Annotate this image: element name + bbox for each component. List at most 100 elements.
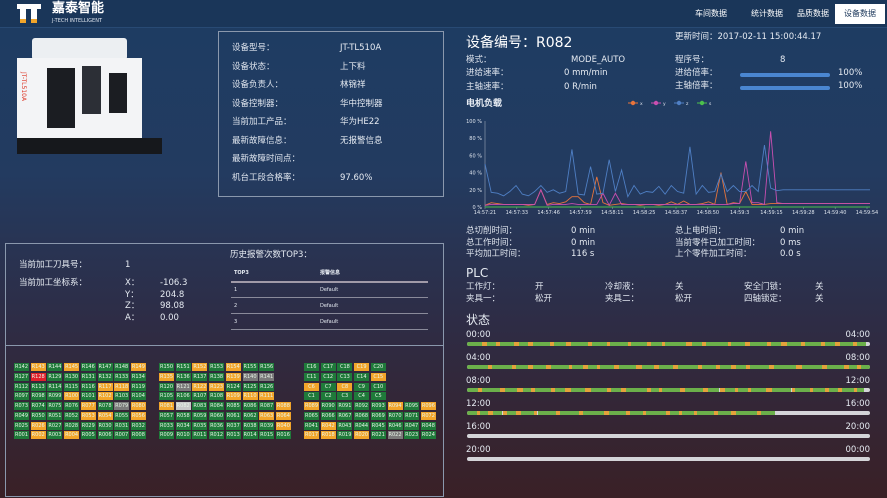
machine-cell[interactable]: R019 bbox=[337, 431, 353, 440]
machine-cell[interactable]: R099 bbox=[47, 392, 63, 401]
machine-cell[interactable]: R129 bbox=[47, 372, 63, 381]
machine-cell[interactable]: R113 bbox=[30, 382, 46, 391]
machine-cell[interactable]: R118 bbox=[114, 382, 130, 391]
machine-cell[interactable]: R046 bbox=[387, 421, 403, 430]
machine-cell[interactable]: R092 bbox=[354, 402, 370, 410]
machine-cell[interactable]: R081 bbox=[159, 402, 174, 410]
machine-cell[interactable]: R134 bbox=[130, 372, 146, 381]
machine-cell[interactable]: R095 bbox=[404, 402, 420, 410]
machine-cell[interactable]: R022 bbox=[387, 431, 403, 440]
machine-cell[interactable]: R115 bbox=[64, 382, 80, 391]
machine-cell[interactable]: R103 bbox=[114, 392, 130, 401]
machine-cell[interactable]: R075 bbox=[47, 402, 63, 410]
machine-cell[interactable]: R023 bbox=[404, 431, 420, 440]
machine-cell[interactable]: R039 bbox=[259, 421, 275, 430]
machine-cell[interactable]: R028 bbox=[64, 421, 80, 430]
machine-cell[interactable]: R036 bbox=[209, 421, 225, 430]
machine-cell[interactable]: C10 bbox=[370, 382, 386, 391]
machine-cell[interactable]: C17 bbox=[320, 363, 336, 371]
machine-cell[interactable]: R088 bbox=[275, 402, 291, 410]
machine-cell[interactable]: C6 bbox=[304, 382, 319, 391]
machine-cell[interactable]: R030 bbox=[97, 421, 113, 430]
machine-cell[interactable]: C7 bbox=[320, 382, 336, 391]
machine-cell[interactable]: R001 bbox=[14, 431, 29, 440]
machine-cell[interactable]: C4 bbox=[354, 392, 370, 401]
machine-cell[interactable]: R003 bbox=[47, 431, 63, 440]
machine-cell[interactable]: C3 bbox=[337, 392, 353, 401]
machine-cell[interactable]: R058 bbox=[175, 411, 191, 420]
machine-cell[interactable]: R152 bbox=[192, 363, 208, 371]
machine-cell[interactable]: R056 bbox=[130, 411, 146, 420]
machine-cell[interactable]: R151 bbox=[175, 363, 191, 371]
machine-cell[interactable]: R013 bbox=[225, 431, 241, 440]
machine-cell[interactable]: R120 bbox=[159, 382, 174, 391]
machine-cell[interactable]: R141 bbox=[259, 372, 275, 381]
machine-cell[interactable]: R114 bbox=[47, 382, 63, 391]
machine-cell[interactable]: R077 bbox=[80, 402, 96, 410]
machine-cell[interactable]: R044 bbox=[354, 421, 370, 430]
machine-cell[interactable]: R007 bbox=[114, 431, 130, 440]
machine-cell[interactable]: R102 bbox=[97, 392, 113, 401]
machine-cell[interactable]: R033 bbox=[159, 421, 174, 430]
machine-cell[interactable]: R020 bbox=[354, 431, 370, 440]
machine-cell[interactable]: R066 bbox=[320, 411, 336, 420]
machine-cell[interactable]: R126 bbox=[259, 382, 275, 391]
machine-cell[interactable]: R062 bbox=[242, 411, 258, 420]
machine-cell[interactable]: R138 bbox=[209, 372, 225, 381]
machine-cell[interactable]: R008 bbox=[130, 431, 146, 440]
machine-cell[interactable]: C2 bbox=[320, 392, 336, 401]
machine-cell[interactable]: R135 bbox=[159, 372, 174, 381]
machine-cell[interactable]: R035 bbox=[192, 421, 208, 430]
machine-cell[interactable]: R032 bbox=[130, 421, 146, 430]
machine-cell[interactable]: C1 bbox=[304, 392, 319, 401]
machine-cell[interactable]: R147 bbox=[97, 363, 113, 371]
machine-cell[interactable]: R050 bbox=[30, 411, 46, 420]
machine-cell[interactable]: R041 bbox=[304, 421, 319, 430]
machine-cell[interactable]: R101 bbox=[80, 392, 96, 401]
machine-cell[interactable]: R061 bbox=[225, 411, 241, 420]
machine-cell[interactable]: R012 bbox=[209, 431, 225, 440]
machine-cell[interactable]: R153 bbox=[209, 363, 225, 371]
machine-cell[interactable]: R070 bbox=[387, 411, 403, 420]
machine-cell[interactable]: R079 bbox=[114, 402, 130, 410]
machine-cell[interactable]: R125 bbox=[242, 382, 258, 391]
machine-cell[interactable]: C20 bbox=[370, 363, 386, 371]
machine-cell[interactable]: R131 bbox=[80, 372, 96, 381]
machine-cell[interactable]: C11 bbox=[304, 372, 319, 381]
machine-cell[interactable]: C15 bbox=[370, 372, 386, 381]
machine-cell[interactable]: R149 bbox=[130, 363, 146, 371]
machine-cell[interactable]: C18 bbox=[337, 363, 353, 371]
machine-cell[interactable]: R087 bbox=[259, 402, 275, 410]
machine-cell[interactable]: R018 bbox=[320, 431, 336, 440]
machine-cell[interactable]: R146 bbox=[80, 363, 96, 371]
machine-cell[interactable]: R038 bbox=[242, 421, 258, 430]
machine-cell[interactable]: R090 bbox=[320, 402, 336, 410]
machine-cell[interactable]: R021 bbox=[370, 431, 386, 440]
machine-cell[interactable]: R121 bbox=[175, 382, 191, 391]
machine-cell[interactable]: R057 bbox=[159, 411, 174, 420]
machine-cell[interactable]: R055 bbox=[114, 411, 130, 420]
machine-cell[interactable]: R069 bbox=[370, 411, 386, 420]
machine-cell[interactable]: R111 bbox=[259, 392, 275, 401]
machine-cell[interactable]: R116 bbox=[80, 382, 96, 391]
machine-cell[interactable]: R155 bbox=[242, 363, 258, 371]
machine-cell[interactable]: R132 bbox=[97, 372, 113, 381]
machine-cell[interactable]: R130 bbox=[64, 372, 80, 381]
machine-cell[interactable]: R156 bbox=[259, 363, 275, 371]
machine-cell[interactable]: R054 bbox=[97, 411, 113, 420]
machine-cell[interactable]: R089 bbox=[304, 402, 319, 410]
machine-cell[interactable]: R107 bbox=[192, 392, 208, 401]
machine-cell[interactable]: R105 bbox=[159, 392, 174, 401]
machine-cell[interactable]: R139 bbox=[225, 372, 241, 381]
machine-cell[interactable]: R148 bbox=[114, 363, 130, 371]
machine-cell[interactable]: R064 bbox=[275, 411, 291, 420]
machine-cell[interactable]: R059 bbox=[192, 411, 208, 420]
machine-cell[interactable]: R025 bbox=[14, 421, 29, 430]
machine-cell[interactable]: C12 bbox=[320, 372, 336, 381]
machine-cell[interactable]: R098 bbox=[30, 392, 46, 401]
machine-cell[interactable]: R065 bbox=[304, 411, 319, 420]
machine-cell[interactable]: R136 bbox=[175, 372, 191, 381]
machine-cell[interactable]: R053 bbox=[80, 411, 96, 420]
machine-cell[interactable]: R002 bbox=[30, 431, 46, 440]
machine-cell[interactable]: R024 bbox=[420, 431, 436, 440]
